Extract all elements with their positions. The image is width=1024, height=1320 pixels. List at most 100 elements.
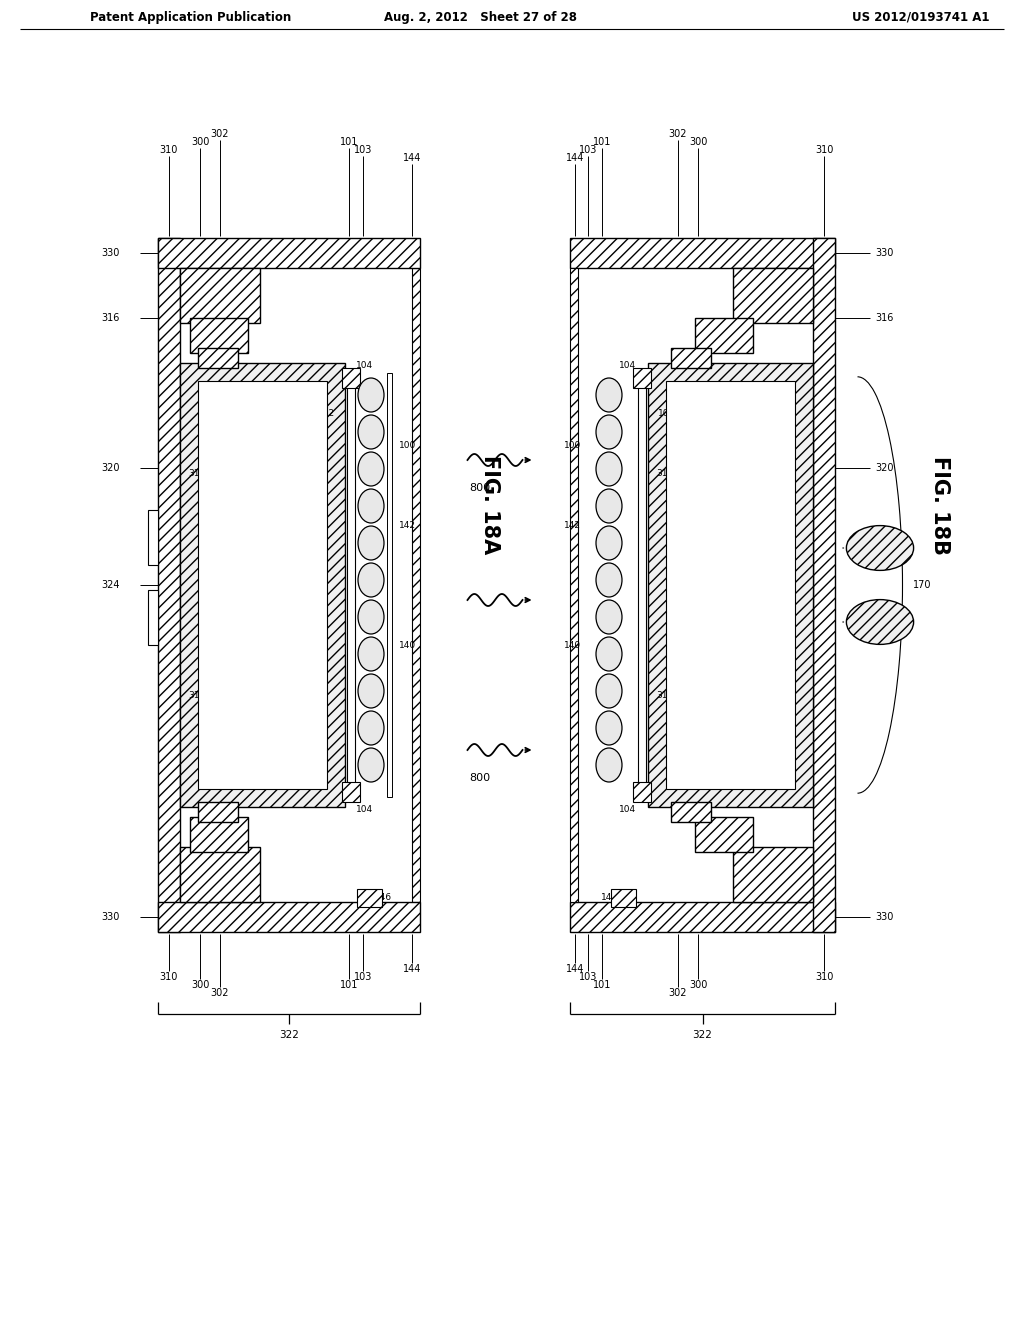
Text: 300: 300 [190,137,209,147]
Text: 104: 104 [356,804,374,813]
Text: 104: 104 [356,360,374,370]
Text: 310: 310 [815,145,834,154]
Ellipse shape [596,711,622,744]
Text: 103: 103 [354,972,372,982]
Text: 144: 144 [402,964,421,974]
Ellipse shape [596,748,622,781]
Bar [633,368,651,388]
Bar [158,902,420,932]
Text: 103: 103 [354,145,372,154]
Ellipse shape [596,525,622,560]
Text: 104: 104 [620,360,637,370]
Text: 316: 316 [101,313,120,323]
Ellipse shape [358,488,384,523]
Bar [347,374,355,797]
Bar [570,902,835,932]
Text: FIG. 18A: FIG. 18A [480,455,500,554]
Bar [633,781,651,803]
Bar [148,510,158,565]
Text: 330: 330 [101,248,120,257]
Ellipse shape [847,525,913,570]
Text: 146: 146 [601,892,618,902]
Bar [570,238,835,268]
Ellipse shape [596,601,622,634]
Text: 300: 300 [721,579,739,590]
Text: 103: 103 [579,145,597,154]
Text: 144: 144 [402,153,421,162]
Text: 330: 330 [874,248,893,257]
Ellipse shape [358,711,384,744]
Text: 300: 300 [190,979,209,990]
Bar [638,374,646,797]
Bar [342,781,360,803]
Text: 322: 322 [692,1030,713,1040]
Text: 101: 101 [340,137,358,147]
Bar [412,268,420,902]
Text: 316: 316 [874,313,893,323]
Text: 312: 312 [188,470,205,479]
Bar [733,268,813,323]
Ellipse shape [358,748,384,781]
Text: 330: 330 [874,912,893,921]
Text: 302: 302 [669,987,687,998]
Text: 103: 103 [579,972,597,982]
Text: 310: 310 [160,972,178,982]
Text: Patent Application Publication: Patent Application Publication [90,11,291,24]
Ellipse shape [358,638,384,671]
Ellipse shape [358,675,384,708]
Bar [695,817,753,851]
Bar [611,888,636,907]
Bar [190,817,248,851]
Ellipse shape [596,488,622,523]
Text: 142: 142 [564,520,581,529]
Bar [158,238,420,268]
Ellipse shape [358,378,384,412]
Text: 320: 320 [101,463,120,473]
Text: 302: 302 [669,129,687,139]
Text: 170: 170 [913,579,932,590]
Text: 101: 101 [593,979,611,990]
Text: 330: 330 [101,912,120,921]
Bar [158,238,180,932]
Bar [666,381,795,789]
Ellipse shape [358,451,384,486]
Bar [813,238,835,932]
Bar [648,363,813,807]
Text: 100: 100 [399,441,416,450]
Ellipse shape [358,601,384,634]
Ellipse shape [596,638,622,671]
Text: 800: 800 [469,774,490,783]
Bar [357,888,382,907]
Text: US 2012/0193741 A1: US 2012/0193741 A1 [853,11,990,24]
Ellipse shape [358,525,384,560]
Ellipse shape [596,378,622,412]
Ellipse shape [596,451,622,486]
Text: FIG. 18B: FIG. 18B [930,455,950,554]
Bar [180,847,260,902]
Text: Aug. 2, 2012   Sheet 27 of 28: Aug. 2, 2012 Sheet 27 of 28 [384,11,577,24]
Text: 322: 322 [280,1030,299,1040]
Text: 312: 312 [188,692,205,701]
Text: 324: 324 [101,579,120,590]
Text: 800: 800 [469,483,490,492]
Bar [148,590,158,645]
Bar [198,803,238,822]
Text: 104: 104 [620,804,637,813]
Text: 144: 144 [566,964,584,974]
Text: 320: 320 [874,463,894,473]
Bar [342,368,360,388]
Text: 312: 312 [656,470,673,479]
Text: 144: 144 [566,153,584,162]
Text: 302: 302 [211,129,229,139]
Bar [387,374,392,797]
Text: 312: 312 [656,692,673,701]
Text: 310: 310 [815,972,834,982]
Text: 142: 142 [399,520,416,529]
Text: 146: 146 [375,892,392,902]
Bar [671,348,711,368]
Text: 100: 100 [564,441,581,450]
Bar [180,268,260,323]
Text: 101: 101 [593,137,611,147]
Bar [733,847,813,902]
Text: 101: 101 [340,979,358,990]
